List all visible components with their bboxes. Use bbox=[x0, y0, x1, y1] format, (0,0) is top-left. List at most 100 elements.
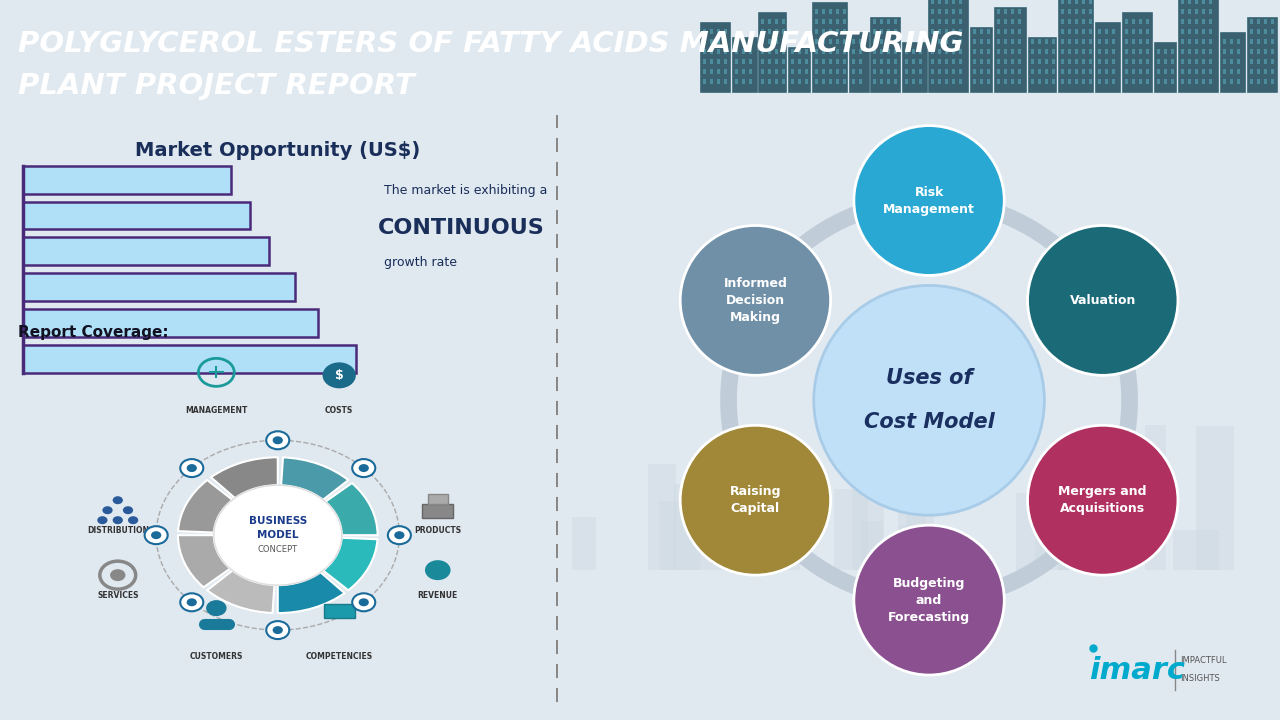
Bar bbox=[987, 49, 989, 54]
Bar bbox=[717, 49, 719, 54]
Bar bbox=[844, 39, 846, 44]
Bar bbox=[1265, 39, 1267, 44]
Bar bbox=[919, 59, 922, 64]
Bar bbox=[1061, 19, 1064, 24]
Bar bbox=[815, 29, 818, 34]
Bar bbox=[1059, 485, 1103, 570]
Text: Valuation: Valuation bbox=[1070, 294, 1135, 307]
Bar bbox=[735, 68, 739, 73]
Bar bbox=[1188, 78, 1190, 84]
Bar bbox=[873, 29, 876, 34]
Bar bbox=[717, 29, 719, 34]
Bar bbox=[919, 49, 922, 54]
Bar bbox=[782, 78, 785, 84]
Circle shape bbox=[358, 598, 369, 606]
Bar bbox=[829, 68, 832, 73]
Bar bbox=[1082, 78, 1085, 84]
Bar bbox=[1202, 78, 1204, 84]
Bar bbox=[919, 78, 922, 84]
Text: Budgeting
and
Forecasting: Budgeting and Forecasting bbox=[888, 577, 970, 624]
Bar bbox=[1181, 19, 1184, 24]
Bar bbox=[1028, 37, 1056, 91]
Bar bbox=[836, 59, 838, 64]
Bar bbox=[859, 59, 861, 64]
Bar bbox=[749, 59, 753, 64]
Bar bbox=[768, 49, 771, 54]
Bar bbox=[861, 521, 883, 570]
Bar bbox=[782, 19, 785, 24]
Bar bbox=[1139, 59, 1142, 64]
Bar bbox=[1082, 19, 1085, 24]
Bar bbox=[724, 39, 727, 44]
Bar bbox=[859, 78, 861, 84]
Bar bbox=[572, 518, 595, 570]
Bar bbox=[829, 39, 832, 44]
Bar bbox=[732, 37, 756, 91]
Bar bbox=[822, 19, 826, 24]
Bar bbox=[887, 68, 890, 73]
Bar bbox=[1075, 49, 1078, 54]
Bar bbox=[1132, 68, 1135, 73]
Bar bbox=[980, 78, 983, 84]
Bar bbox=[945, 19, 948, 24]
Bar bbox=[1257, 68, 1260, 73]
Bar bbox=[1257, 78, 1260, 84]
Bar bbox=[1059, 0, 1093, 91]
Bar bbox=[1202, 9, 1204, 14]
Bar bbox=[710, 29, 713, 34]
Bar bbox=[1210, 68, 1212, 73]
Bar bbox=[1018, 68, 1021, 73]
Bar bbox=[1210, 49, 1212, 54]
Bar bbox=[1230, 68, 1233, 73]
Circle shape bbox=[854, 125, 1005, 276]
Bar bbox=[1265, 49, 1267, 54]
Bar bbox=[1068, 59, 1071, 64]
Bar bbox=[973, 59, 977, 64]
Bar bbox=[1220, 32, 1245, 91]
Bar bbox=[724, 49, 727, 54]
Bar bbox=[997, 19, 1000, 24]
Bar bbox=[710, 78, 713, 84]
Bar bbox=[1089, 68, 1092, 73]
Bar bbox=[1132, 59, 1135, 64]
Bar bbox=[1202, 29, 1204, 34]
Bar bbox=[1196, 426, 1234, 570]
Bar bbox=[1132, 29, 1135, 34]
Circle shape bbox=[388, 526, 411, 544]
Bar bbox=[1038, 78, 1041, 84]
Bar bbox=[1018, 29, 1021, 34]
Bar bbox=[1018, 39, 1021, 44]
Bar bbox=[717, 59, 719, 64]
Bar bbox=[805, 68, 808, 73]
Bar bbox=[1030, 78, 1034, 84]
Bar bbox=[1188, 9, 1190, 14]
Bar bbox=[1112, 49, 1115, 54]
Bar bbox=[1164, 78, 1167, 84]
Bar bbox=[905, 49, 908, 54]
Circle shape bbox=[266, 621, 289, 639]
Bar bbox=[1202, 0, 1204, 4]
Bar bbox=[1052, 68, 1055, 73]
Circle shape bbox=[151, 531, 161, 539]
Bar bbox=[1016, 493, 1046, 570]
Bar bbox=[1164, 59, 1167, 64]
Bar bbox=[973, 49, 977, 54]
Bar bbox=[1125, 29, 1128, 34]
Bar bbox=[987, 68, 989, 73]
Bar bbox=[710, 49, 713, 54]
Bar bbox=[1271, 49, 1274, 54]
Bar bbox=[997, 49, 1000, 54]
Bar bbox=[1139, 78, 1142, 84]
Bar bbox=[938, 0, 941, 4]
Bar bbox=[762, 39, 764, 44]
Bar bbox=[931, 49, 934, 54]
Bar bbox=[1030, 49, 1034, 54]
Bar bbox=[1251, 78, 1253, 84]
Bar bbox=[997, 78, 1000, 84]
Bar bbox=[852, 68, 855, 73]
Bar bbox=[859, 39, 861, 44]
Bar bbox=[1068, 78, 1071, 84]
Bar bbox=[952, 39, 955, 44]
Circle shape bbox=[214, 485, 342, 585]
Text: INSIGHTS: INSIGHTS bbox=[1180, 673, 1220, 683]
